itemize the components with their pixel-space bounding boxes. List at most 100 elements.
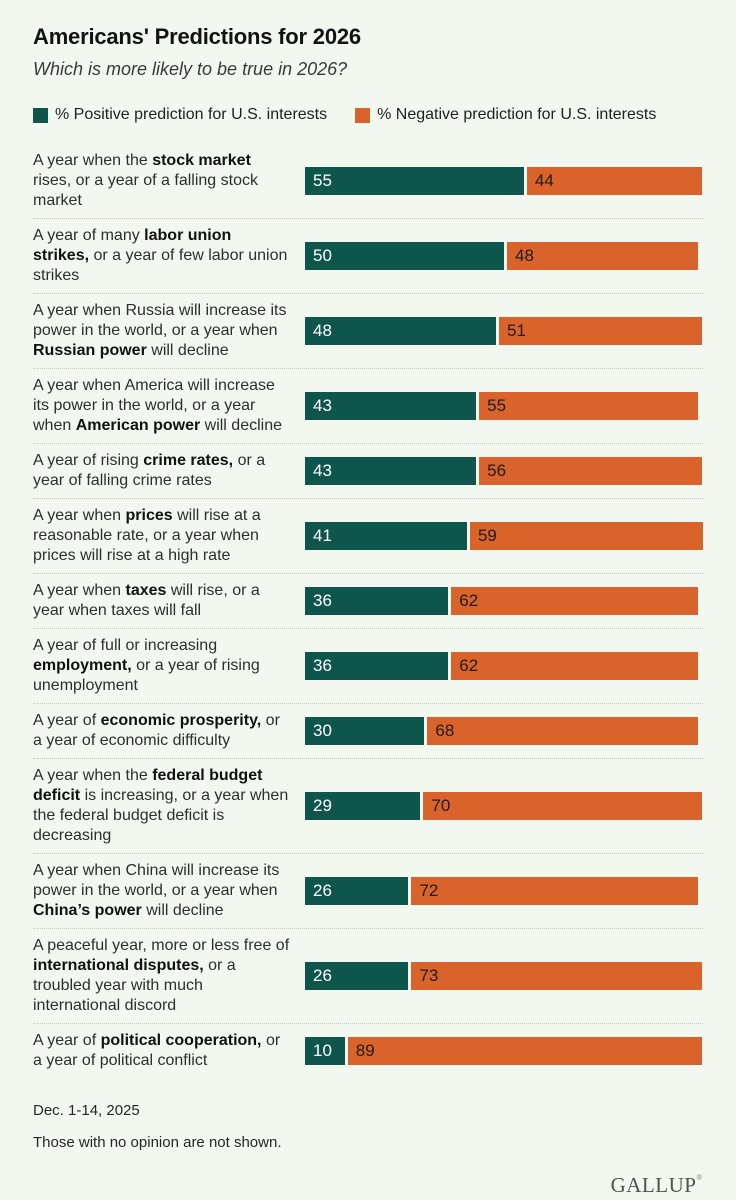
negative-bar: 70 xyxy=(423,792,702,820)
positive-bar: 36 xyxy=(305,587,449,615)
positive-value: 55 xyxy=(313,171,332,190)
negative-value: 48 xyxy=(515,246,534,265)
chart-row: A year when the stock market rises, or a… xyxy=(33,144,703,219)
negative-bar: 51 xyxy=(499,317,702,345)
negative-value: 72 xyxy=(419,881,439,900)
row-label: A year when taxes will rise, or a year w… xyxy=(33,582,260,619)
chart-row: A year when China will increase its powe… xyxy=(33,854,703,929)
row-label: A year of many labor union strikes, or a… xyxy=(33,227,288,284)
chart-row: A year of economic prosperity, or a year… xyxy=(33,704,703,759)
bar-track: 41 59 xyxy=(305,522,703,550)
positive-value: 36 xyxy=(313,591,332,610)
survey-date: Dec. 1-14, 2025 xyxy=(33,1102,140,1119)
negative-value: 70 xyxy=(431,796,451,815)
positive-value: 29 xyxy=(313,796,332,815)
row-label: A year when Russia will increase its pow… xyxy=(33,302,287,359)
positive-value: 43 xyxy=(313,461,332,480)
legend-item-negative: % Negative prediction for U.S. interests xyxy=(355,106,656,124)
bar-chart-rows: A year when the stock market rises, or a… xyxy=(33,144,703,1078)
positive-value: 41 xyxy=(313,526,332,545)
positive-bar: 30 xyxy=(305,717,425,745)
registered-mark: ® xyxy=(696,1173,703,1182)
negative-bar: 62 xyxy=(451,652,699,680)
negative-value: 62 xyxy=(459,656,479,675)
negative-value: 59 xyxy=(477,526,497,545)
negative-value: 55 xyxy=(487,396,507,415)
negative-value: 89 xyxy=(355,1041,375,1060)
chart-row: A year when Russia will increase its pow… xyxy=(33,294,703,369)
row-label: A peaceful year, more or less free of in… xyxy=(33,937,290,1014)
negative-bar: 72 xyxy=(411,877,699,905)
bar-track: 55 44 xyxy=(305,167,703,195)
bar-track: 26 73 xyxy=(305,962,703,990)
chart-row: A year when prices will rise at a reason… xyxy=(33,499,703,574)
positive-bar: 26 xyxy=(305,962,409,990)
bar-track: 26 72 xyxy=(305,877,703,905)
chart-row: A year when America will increase its po… xyxy=(33,369,703,444)
positive-value: 48 xyxy=(313,321,332,340)
positive-bar: 43 xyxy=(305,392,477,420)
positive-value: 43 xyxy=(313,396,332,415)
row-label: A year of rising crime rates, or a year … xyxy=(33,452,266,489)
positive-bar: 43 xyxy=(305,457,477,485)
bar-track: 43 55 xyxy=(305,392,703,420)
bar-track: 43 56 xyxy=(305,457,703,485)
chart-subtitle: Which is more likely to be true in 2026? xyxy=(33,59,348,79)
bar-track: 10 89 xyxy=(305,1037,703,1065)
bar-track: 50 48 xyxy=(305,242,703,270)
negative-swatch-icon xyxy=(355,107,371,123)
chart-row: A year of full or increasing employment,… xyxy=(33,629,703,704)
positive-bar: 10 xyxy=(305,1037,345,1065)
row-label: A year of economic prosperity, or a year… xyxy=(33,712,280,749)
positive-value: 10 xyxy=(313,1041,332,1060)
negative-value: 73 xyxy=(419,966,439,985)
positive-value: 26 xyxy=(313,966,332,985)
bar-track: 29 70 xyxy=(305,792,703,820)
positive-bar: 36 xyxy=(305,652,449,680)
legend-item-positive: % Positive prediction for U.S. interests xyxy=(33,106,327,124)
negative-bar: 62 xyxy=(451,587,699,615)
row-label: A year when the stock market rises, or a… xyxy=(33,152,258,209)
positive-value: 26 xyxy=(313,881,332,900)
chart-row: A peaceful year, more or less free of in… xyxy=(33,929,703,1024)
legend-label-negative: % Negative prediction for U.S. interests xyxy=(377,106,657,123)
brand-row: GALLUP® xyxy=(33,1173,703,1198)
chart-row: A year when the federal budget deficit i… xyxy=(33,759,703,854)
bar-track: 48 51 xyxy=(305,317,703,345)
negative-bar: 73 xyxy=(411,962,702,990)
row-label: A year when America will increase its po… xyxy=(33,377,282,434)
chart-row: A year of rising crime rates, or a year … xyxy=(33,444,703,499)
negative-value: 62 xyxy=(459,591,479,610)
positive-bar: 41 xyxy=(305,522,467,550)
negative-value: 68 xyxy=(435,721,455,740)
negative-bar: 48 xyxy=(507,242,699,270)
row-label: A year of full or increasing employment,… xyxy=(33,637,260,694)
positive-value: 50 xyxy=(313,246,332,265)
page-title: Americans' Predictions for 2026 xyxy=(33,24,361,49)
positive-swatch-icon xyxy=(33,107,48,123)
positive-bar: 55 xyxy=(305,167,524,195)
negative-bar: 44 xyxy=(526,167,702,195)
bar-track: 36 62 xyxy=(305,587,703,615)
positive-bar: 29 xyxy=(305,792,421,820)
negative-bar: 59 xyxy=(469,522,703,550)
row-label: A year when China will increase its powe… xyxy=(33,862,280,919)
row-label: A year when the federal budget deficit i… xyxy=(33,767,289,844)
negative-value: 44 xyxy=(534,171,554,190)
negative-bar: 55 xyxy=(479,392,699,420)
bar-track: 30 68 xyxy=(305,717,703,745)
negative-bar: 56 xyxy=(479,457,702,485)
chart-row: A year of political cooperation, or a ye… xyxy=(33,1024,703,1078)
legend: % Positive prediction for U.S. interests… xyxy=(33,106,703,124)
bar-track: 36 62 xyxy=(305,652,703,680)
gallup-logo: GALLUP® xyxy=(610,1173,703,1197)
negative-value: 56 xyxy=(487,461,507,480)
chart-row: A year of many labor union strikes, or a… xyxy=(33,219,703,294)
negative-bar: 89 xyxy=(347,1037,703,1065)
row-label: A year of political cooperation, or a ye… xyxy=(33,1032,281,1069)
positive-bar: 48 xyxy=(305,317,497,345)
positive-value: 30 xyxy=(313,721,332,740)
positive-bar: 26 xyxy=(305,877,409,905)
negative-value: 51 xyxy=(507,321,526,340)
